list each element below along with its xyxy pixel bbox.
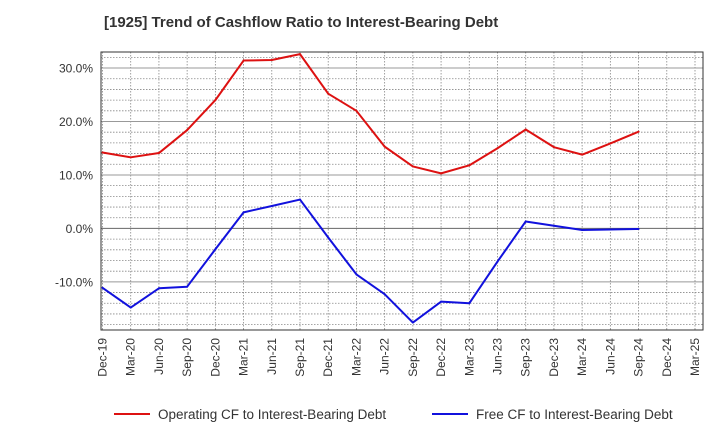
plot-background bbox=[101, 52, 703, 330]
data-point-1 bbox=[552, 224, 555, 227]
data-point-0 bbox=[186, 129, 189, 132]
data-point-1 bbox=[355, 273, 358, 276]
data-point-0 bbox=[270, 59, 273, 62]
data-point-1 bbox=[496, 260, 499, 263]
data-point-0 bbox=[157, 152, 160, 155]
data-point-1 bbox=[327, 236, 330, 239]
data-point-1 bbox=[101, 286, 104, 289]
legend-item-operating-cf: Operating CF to Interest-Bearing Debt bbox=[114, 404, 386, 424]
data-point-1 bbox=[383, 293, 386, 296]
x-tick-label: Dec-20 bbox=[208, 338, 222, 377]
x-tick-label: Dec-19 bbox=[96, 338, 110, 377]
data-point-0 bbox=[411, 165, 414, 168]
data-point-1 bbox=[609, 228, 612, 231]
data-point-1 bbox=[299, 198, 301, 201]
data-point-1 bbox=[186, 285, 189, 288]
data-point-0 bbox=[383, 145, 386, 148]
data-point-0 bbox=[524, 128, 527, 131]
x-tick-label: Sep-24 bbox=[632, 338, 646, 377]
x-tick-label: Jun-24 bbox=[603, 338, 617, 375]
series-line-1 bbox=[101, 198, 639, 324]
x-tick-label: Sep-22 bbox=[406, 338, 420, 377]
x-tick-label: Mar-24 bbox=[575, 338, 589, 376]
data-point-1 bbox=[524, 220, 527, 223]
x-tick-label: Jun-21 bbox=[265, 338, 279, 375]
data-point-1 bbox=[214, 248, 217, 251]
data-point-0 bbox=[581, 153, 584, 156]
data-point-0 bbox=[609, 142, 612, 145]
x-tick-label: Sep-23 bbox=[519, 338, 533, 377]
data-point-0 bbox=[468, 164, 471, 167]
data-point-1 bbox=[242, 211, 245, 214]
series-lines bbox=[101, 53, 640, 324]
legend-swatch-operating-cf bbox=[114, 413, 150, 415]
x-tick-label: Dec-24 bbox=[660, 338, 674, 377]
data-point-1 bbox=[411, 321, 414, 324]
y-tick-label: -10.0% bbox=[55, 275, 93, 289]
x-tick-label: Jun-20 bbox=[152, 338, 166, 375]
data-point-1 bbox=[440, 300, 443, 303]
x-tick-label: Sep-21 bbox=[293, 338, 307, 377]
data-point-1 bbox=[581, 229, 584, 232]
x-tick-label: Mar-25 bbox=[688, 338, 702, 376]
tick-labels: 30.0% 20.0% 10.0% 0.0% -10.0% Dec-19 Mar-20 Jun… bbox=[55, 62, 702, 377]
x-tick-label: Jun-23 bbox=[491, 338, 505, 375]
y-tick-label: 0.0% bbox=[66, 222, 94, 236]
y-tick-label: 30.0% bbox=[59, 62, 93, 76]
data-point-1 bbox=[468, 302, 471, 305]
data-point-1 bbox=[157, 287, 160, 290]
x-tick-label: Mar-23 bbox=[462, 338, 476, 376]
data-point-0 bbox=[327, 92, 330, 95]
x-tick-label: Dec-22 bbox=[434, 338, 448, 377]
grid bbox=[101, 52, 703, 330]
data-point-0 bbox=[129, 156, 132, 159]
data-point-0 bbox=[355, 109, 358, 112]
y-tick-label: 10.0% bbox=[59, 168, 93, 182]
legend-item-free-cf: Free CF to Interest-Bearing Debt bbox=[432, 404, 673, 424]
chart-title: [1925] Trend of Cashflow Ratio to Intere… bbox=[104, 14, 499, 31]
x-tick-label: Sep-20 bbox=[180, 338, 194, 377]
x-tick-label: Jun-22 bbox=[378, 338, 392, 375]
series-line-0 bbox=[102, 53, 639, 175]
data-point-1 bbox=[637, 227, 640, 230]
data-point-1 bbox=[129, 306, 132, 309]
x-tick-label: Dec-21 bbox=[321, 338, 335, 377]
x-tick-label: Mar-21 bbox=[237, 338, 251, 376]
legend-label-operating-cf: Operating CF to Interest-Bearing Debt bbox=[158, 406, 387, 422]
data-point-0 bbox=[214, 99, 217, 102]
data-point-0 bbox=[101, 151, 104, 154]
x-tick-label: Mar-20 bbox=[124, 338, 138, 376]
plot-border bbox=[100, 51, 704, 331]
data-point-0 bbox=[552, 146, 555, 149]
legend-swatch-free-cf bbox=[432, 413, 468, 415]
x-tick-label: Dec-23 bbox=[547, 338, 561, 377]
y-tick-label: 20.0% bbox=[59, 115, 93, 129]
data-point-1 bbox=[270, 204, 273, 207]
data-point-0 bbox=[440, 172, 443, 175]
x-tick-label: Mar-22 bbox=[349, 338, 363, 376]
data-point-0 bbox=[299, 53, 301, 56]
legend-label-free-cf: Free CF to Interest-Bearing Debt bbox=[476, 406, 673, 422]
data-point-0 bbox=[637, 130, 640, 133]
data-point-0 bbox=[496, 147, 499, 150]
data-point-0 bbox=[242, 59, 245, 62]
